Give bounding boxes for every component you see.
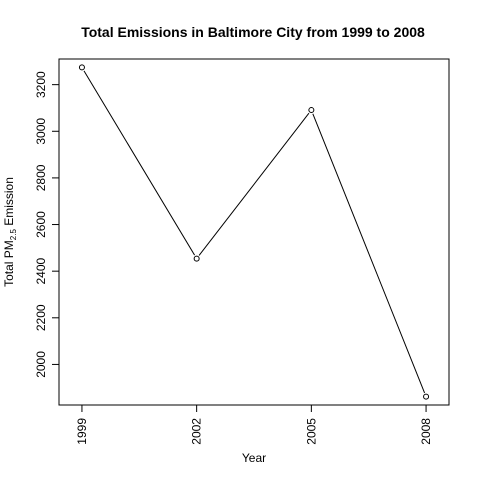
y-tick-label: 2400 xyxy=(34,257,48,284)
data-point xyxy=(424,394,429,399)
y-tick-label: 2600 xyxy=(34,211,48,238)
y-axis-label-suffix: Emission xyxy=(2,177,16,229)
x-tick-label: 2002 xyxy=(190,418,204,445)
y-tick-label: 3000 xyxy=(34,118,48,145)
line-segment xyxy=(199,113,309,255)
y-tick-label: 2000 xyxy=(34,351,48,378)
chart-title: Total Emissions in Baltimore City from 1… xyxy=(81,24,425,40)
y-axis: 2000 2200 2400 2600 2800 3000 3200 xyxy=(34,71,59,378)
y-axis-label: Total PM2.5 Emission xyxy=(2,177,18,287)
x-axis-label: Year xyxy=(242,451,266,465)
line-segment xyxy=(84,71,195,255)
series-total-emissions xyxy=(79,65,428,399)
data-point xyxy=(309,108,314,113)
x-tick-label: 2008 xyxy=(419,418,433,445)
data-point xyxy=(194,256,199,261)
x-axis: 1999 2002 2005 2008 xyxy=(75,405,433,445)
y-tick-label: 2800 xyxy=(34,164,48,191)
data-point xyxy=(79,65,84,70)
y-tick-label: 2200 xyxy=(34,304,48,331)
y-tick-label: 3200 xyxy=(34,71,48,98)
y-axis-label-prefix: Total PM xyxy=(2,240,16,287)
x-tick-label: 2005 xyxy=(304,418,318,445)
plot-box xyxy=(59,59,449,405)
line-segment xyxy=(313,114,425,393)
y-axis-label-subscript: 2.5 xyxy=(9,229,18,241)
x-tick-label: 1999 xyxy=(75,418,89,445)
